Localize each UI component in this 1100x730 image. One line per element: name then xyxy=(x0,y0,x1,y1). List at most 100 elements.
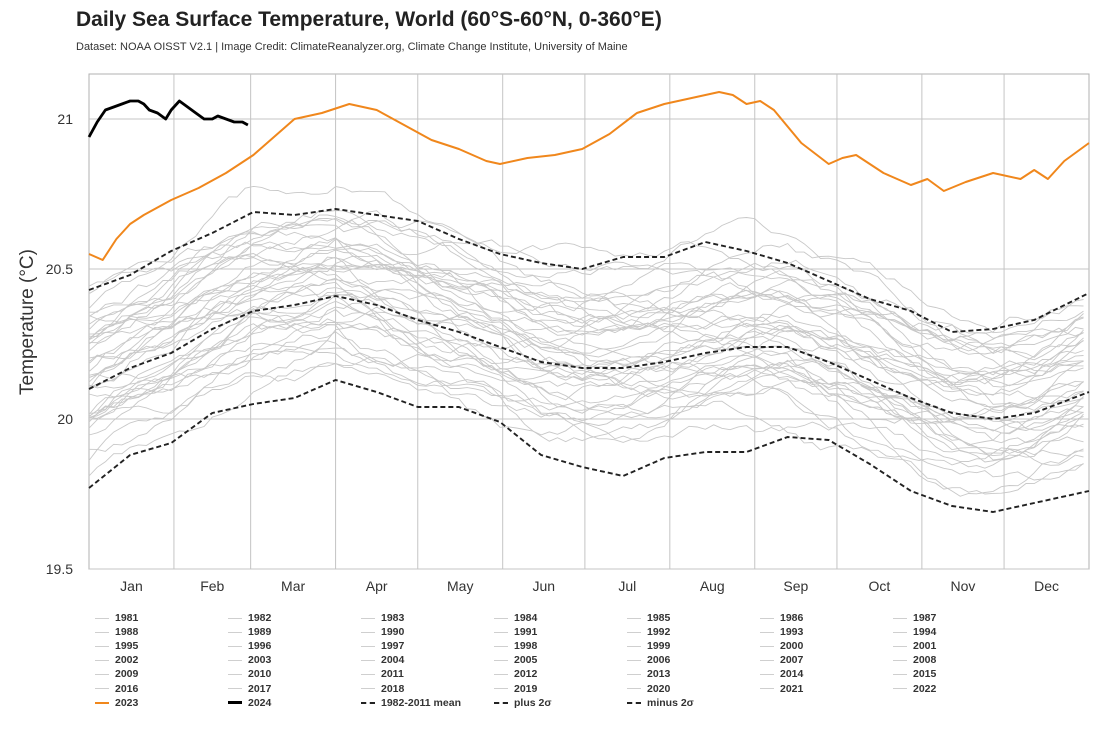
legend-label: 1986 xyxy=(780,612,804,624)
legend-label: 1998 xyxy=(514,640,538,653)
legend-label: plus 2σ xyxy=(514,696,552,709)
legend-item: 1989 xyxy=(228,626,271,638)
legend-label: 2012 xyxy=(514,668,538,681)
legend-label: 1982-2011 mean xyxy=(381,696,461,709)
x-axis-ticks: Jan Feb Mar Apr May Jun Jul Aug Sep Oct Nov Dec xyxy=(120,578,1059,594)
series-line-1988 xyxy=(88,319,1084,435)
chart-subtitle: Dataset: NOAA OISST V2.1 | Image Credit:… xyxy=(76,41,628,53)
legend-item: 1990 xyxy=(361,626,404,638)
legend-item: 2011 xyxy=(361,668,404,680)
legend-swatch xyxy=(361,617,375,619)
legend-item: 2024 xyxy=(228,697,271,709)
series-line-1998 xyxy=(88,285,1084,420)
series-line-2007 xyxy=(88,260,1084,387)
legend-item: 2008 xyxy=(893,654,936,666)
legend-item: minus 2σ xyxy=(627,697,694,709)
series-line-minus-2sigma xyxy=(88,379,1090,513)
legend-swatch xyxy=(361,645,375,647)
x-tick-label: Jul xyxy=(618,578,636,594)
legend-swatch xyxy=(760,673,774,675)
legend-swatch xyxy=(893,659,907,661)
legend-swatch xyxy=(361,659,375,661)
legend-label: 1989 xyxy=(248,626,272,639)
legend-swatch xyxy=(95,617,109,619)
legend-swatch xyxy=(627,617,641,619)
legend-swatch xyxy=(95,688,109,689)
line-chart: 19.5 20 20.5 21 Jan Feb Mar Apr May Jun Jul Aug Sep… xyxy=(17,73,1090,594)
legend-swatch xyxy=(760,659,774,661)
legend-label: 2007 xyxy=(780,654,804,667)
x-tick-label: Feb xyxy=(200,578,224,594)
legend-label: 2019 xyxy=(514,682,538,695)
legend-item: 1984 xyxy=(494,612,537,624)
legend-item: 2017 xyxy=(228,683,271,695)
legend-item: 2015 xyxy=(893,668,936,680)
chart-title: Daily Sea Surface Temperature, World (60… xyxy=(76,8,662,31)
legend-label: 2002 xyxy=(115,654,139,667)
series-line-mean xyxy=(88,295,1090,420)
legend-label: minus 2σ xyxy=(647,696,694,709)
legend-item: 2018 xyxy=(361,683,404,695)
legend-label: 1988 xyxy=(115,626,139,639)
legend-item: 1981 xyxy=(95,612,138,624)
series-line-1985 xyxy=(88,357,1084,465)
legend-item: 1988 xyxy=(95,626,138,638)
legend-item: 2001 xyxy=(893,640,936,652)
legend-label: 1992 xyxy=(647,626,671,639)
series-line-2006 xyxy=(88,263,1084,380)
legend-label: 1991 xyxy=(514,626,538,639)
legend-swatch xyxy=(494,645,508,647)
stat-series xyxy=(88,208,1090,513)
x-tick-label: Sep xyxy=(783,578,808,594)
series-line-2024 xyxy=(87,99,249,138)
legend-label: 2010 xyxy=(248,668,272,681)
series-line-2014 xyxy=(88,262,1084,376)
legend-label: 2013 xyxy=(647,668,671,681)
series-line-1990 xyxy=(88,306,1084,463)
y-tick-label: 21 xyxy=(57,111,73,127)
series-line-2022 xyxy=(88,185,1084,343)
legend-item: 2009 xyxy=(95,668,138,680)
legend-item: 2005 xyxy=(494,654,537,666)
legend-swatch xyxy=(228,673,242,675)
legend-item: 2013 xyxy=(627,668,670,680)
legend-item: 2014 xyxy=(760,668,803,680)
legend-swatch xyxy=(95,631,109,633)
legend-item: 1992 xyxy=(627,626,670,638)
series-line-1984 xyxy=(88,342,1084,463)
legend-label: 2003 xyxy=(248,654,272,667)
series-line-2016 xyxy=(88,217,1084,351)
series-line-2002 xyxy=(88,256,1084,387)
legend-label: 2000 xyxy=(780,640,804,653)
legend-swatch xyxy=(494,659,508,661)
legend-swatch xyxy=(893,688,907,689)
series-line-2023 xyxy=(88,91,1090,261)
legend-swatch xyxy=(494,631,508,633)
series-line-1999 xyxy=(88,308,1084,405)
x-tick-label: Dec xyxy=(1034,578,1059,594)
legend-item: 1982 xyxy=(228,612,271,624)
legend-label: 1994 xyxy=(913,626,937,639)
legend-swatch xyxy=(228,688,242,689)
series-line-2000 xyxy=(88,288,1084,432)
series-line-2017 xyxy=(88,238,1084,339)
x-tick-label: Aug xyxy=(700,578,725,594)
legend-item: 1997 xyxy=(361,640,404,652)
y-axis-ticks: 19.5 20 20.5 21 xyxy=(46,111,73,577)
legend-label: 1996 xyxy=(248,640,272,653)
legend-item: 2002 xyxy=(95,654,138,666)
legend-swatch xyxy=(760,688,774,689)
legend-label: 2015 xyxy=(913,668,937,681)
legend-swatch xyxy=(627,631,641,633)
legend-label: 2023 xyxy=(115,696,139,709)
legend-label: 2021 xyxy=(780,682,804,695)
legend-swatch xyxy=(361,631,375,633)
legend-label: 1999 xyxy=(647,640,671,653)
legend-swatch xyxy=(228,617,242,619)
legend-item: 1995 xyxy=(95,640,138,652)
legend-label: 2001 xyxy=(913,640,937,653)
legend-label: 2011 xyxy=(381,668,404,681)
legend-item: 2023 xyxy=(95,697,138,709)
legend-item: 2019 xyxy=(494,683,537,695)
legend-swatch xyxy=(627,673,641,675)
